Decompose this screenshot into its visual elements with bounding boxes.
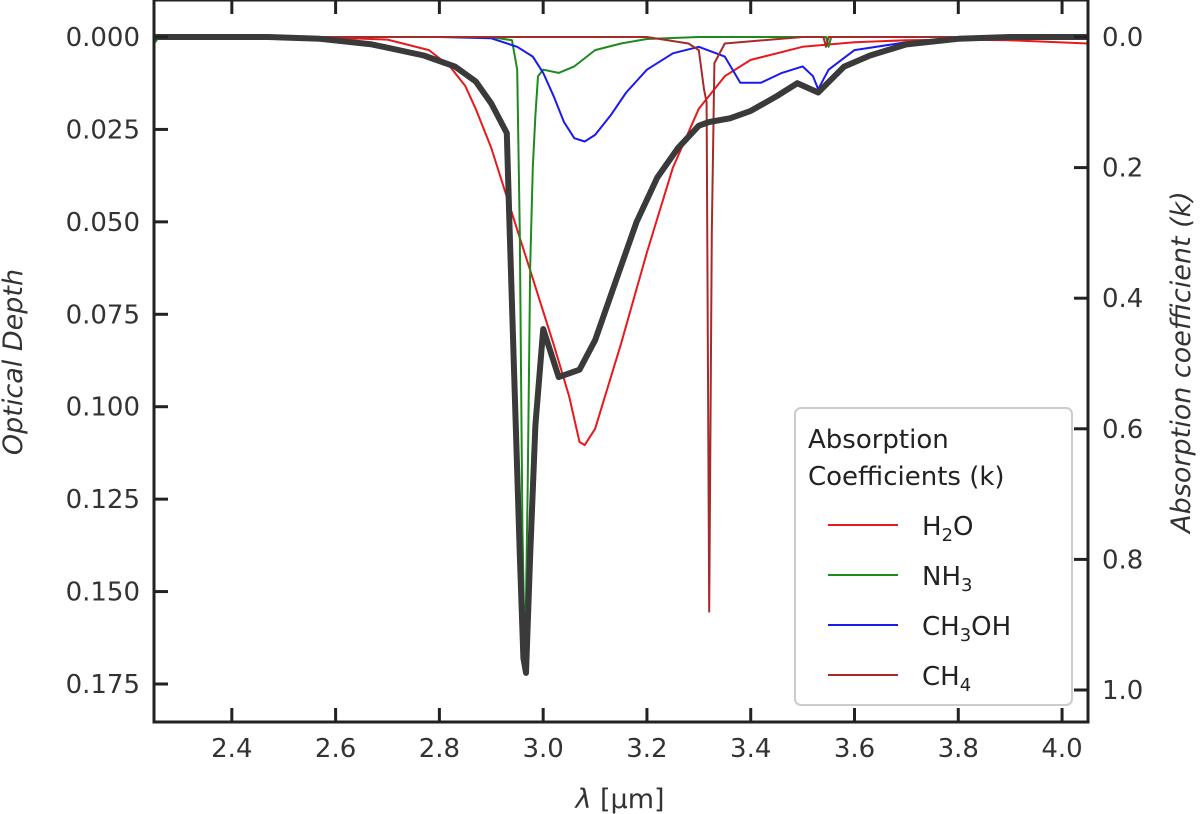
legend-label-h2o: H2O: [922, 512, 973, 546]
y-right-tick-label: 0.8: [1102, 545, 1143, 575]
x-axis-symbol: λ: [573, 784, 591, 814]
x-tick-label: 2.6: [315, 734, 356, 764]
y-right-tick-label: 1.0: [1102, 676, 1143, 706]
legend-label-ch3oh: CH3OH: [922, 612, 1011, 646]
y-left-tick-label: 0.125: [66, 485, 140, 515]
x-axis-unit: [μm]: [600, 784, 665, 814]
axes-layer: 2.4 2.6 2.8 3.0 3.2 3.4 3.6 3.8 4.0 0.000 0.025 0.0…: [66, 0, 1143, 764]
legend: Absorption Coefficients (k) H2O NH3 CH3O…: [794, 407, 1073, 706]
y-right-tick-label: 0.0: [1102, 23, 1143, 53]
y-right-tick-label: 0.6: [1102, 415, 1143, 445]
series-line-optical-depth: [154, 34, 1088, 676]
series-line-ch4: [154, 36, 1088, 613]
y-axis-left-title: Optical Depth: [0, 269, 29, 455]
y-left-tick-label: 0.150: [66, 578, 140, 608]
series-line-ch3oh: [154, 36, 1088, 143]
x-tick-label: 3.2: [626, 734, 667, 764]
y-right-tick-label: 0.4: [1102, 284, 1143, 314]
legend-title-line2: Coefficients (k): [808, 462, 1005, 492]
y-left-tick-label: 0.100: [66, 393, 140, 423]
x-tick-label: 2.8: [419, 734, 460, 764]
y-left-tick-label: 0.050: [66, 208, 140, 238]
y-axis-right-title: Absorption coefficient (k): [1166, 191, 1197, 535]
y-left-tick-label: 0.025: [66, 115, 140, 145]
legend-label-ch4: CH4: [922, 662, 971, 696]
y-right-tick-label: 0.2: [1102, 154, 1143, 184]
y-left-tick-label: 0.000: [66, 23, 140, 53]
legend-box: [794, 407, 1073, 706]
series-line-h2o: [154, 36, 1088, 447]
plot-frame: [152, 0, 1090, 724]
x-tick-label: 3.8: [938, 734, 979, 764]
legend-title-line1: Absorption: [808, 425, 949, 455]
x-axis-title: λ [μm]: [573, 784, 664, 814]
x-tick-label: 4.0: [1041, 734, 1082, 764]
series-layer: [154, 34, 1088, 676]
y-left-tick-label: 0.075: [66, 300, 140, 330]
x-tick-label: 3.6: [834, 734, 875, 764]
x-tick-label: 2.4: [211, 734, 252, 764]
legend-label-nh3: NH3: [922, 562, 972, 596]
y-left-tick-label: 0.175: [66, 670, 140, 700]
x-tick-label: 3.4: [730, 734, 771, 764]
x-tick-label: 3.0: [522, 734, 563, 764]
